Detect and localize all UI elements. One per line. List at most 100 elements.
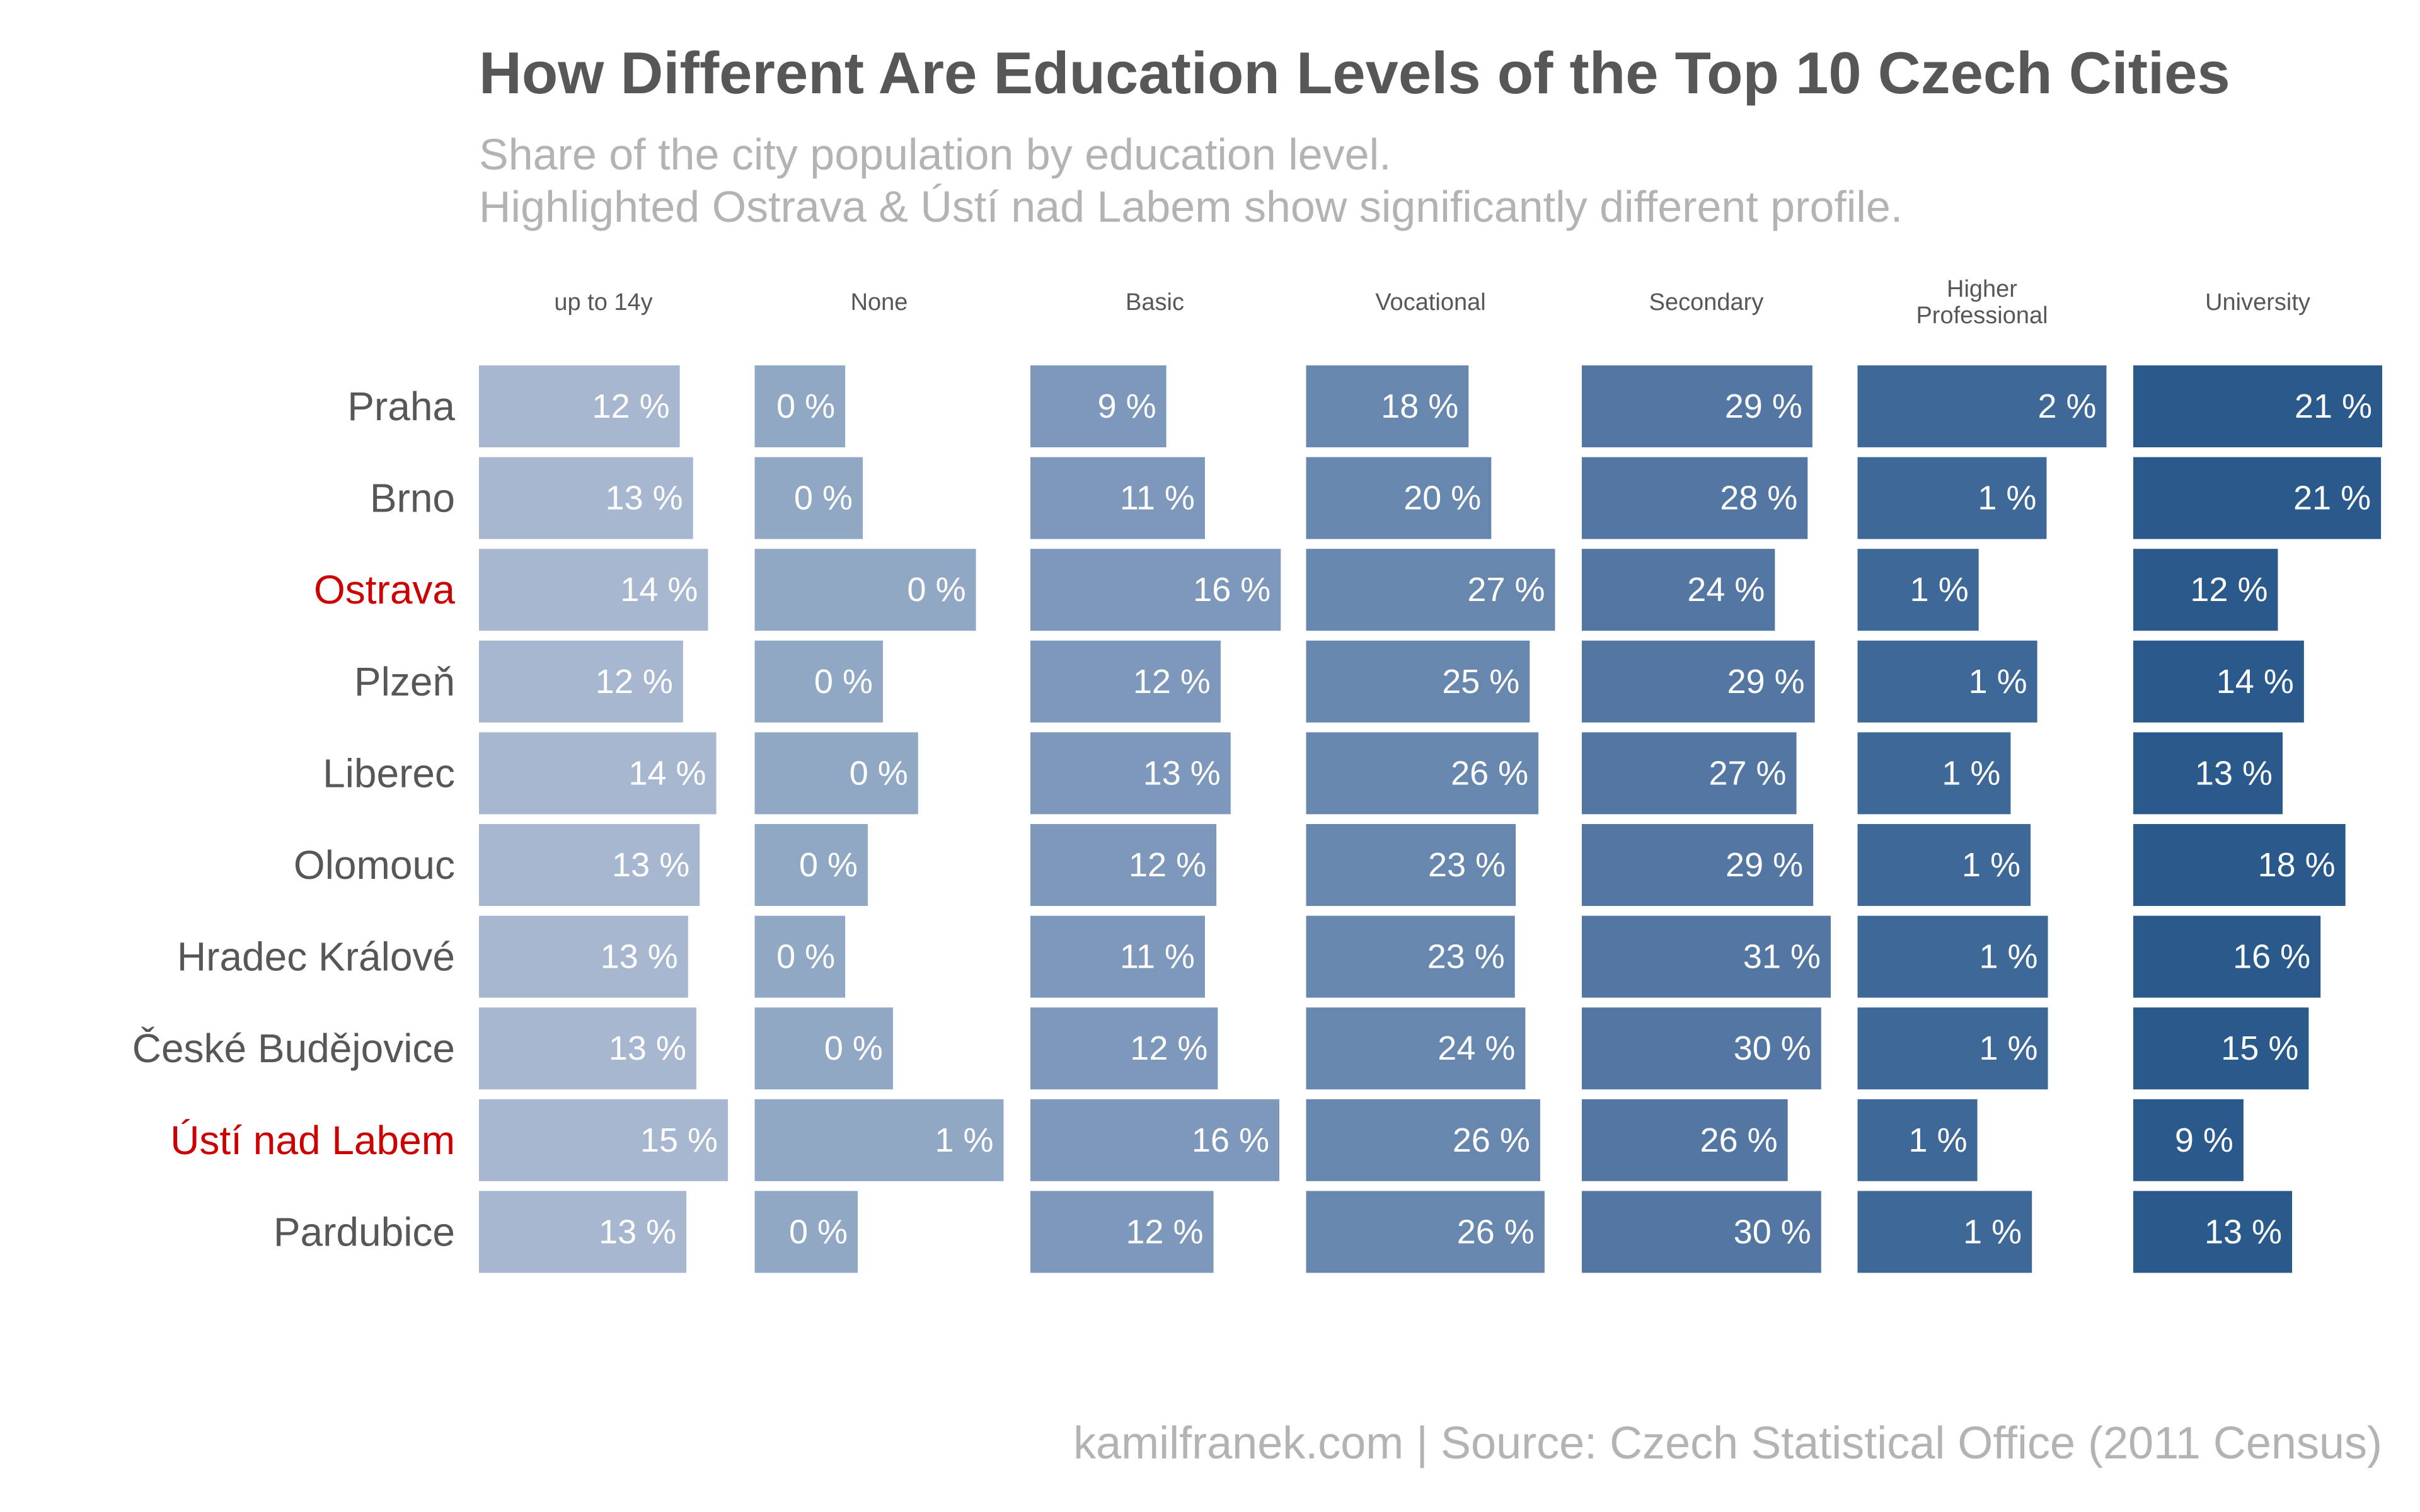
bar-vocational-brno bbox=[1306, 457, 1492, 539]
value-label-vocational-brno: 20 % bbox=[1403, 479, 1481, 517]
value-label-university-usti-nad-labem: 9 % bbox=[2175, 1121, 2233, 1159]
city-label-olomouc: Olomouc bbox=[294, 842, 455, 888]
value-label-secondary-pardubice: 30 % bbox=[1734, 1213, 1811, 1251]
value-label-basic-plzen: 12 % bbox=[1133, 663, 1211, 701]
bar-none-brno bbox=[754, 457, 863, 539]
bar-vocational-ceske-budejovice bbox=[1306, 1007, 1526, 1090]
bar-vocational-praha bbox=[1306, 365, 1469, 447]
value-label-none-brno: 0 % bbox=[794, 479, 853, 517]
value-label-basic-ceske-budejovice: 12 % bbox=[1130, 1029, 1207, 1067]
bar-none-praha bbox=[754, 365, 846, 447]
bar-secondary-ceske-budejovice bbox=[1582, 1007, 1821, 1090]
value-label-higher-professional-pardubice: 1 % bbox=[1963, 1213, 2022, 1251]
value-label-basic-olomouc: 12 % bbox=[1129, 846, 1206, 884]
value-label-higher-professional-praha: 2 % bbox=[2037, 387, 2096, 425]
bar-higher-professional-plzen bbox=[1857, 640, 2037, 723]
bar-vocational-usti-nad-labem bbox=[1306, 1099, 1540, 1181]
city-label-plzen: Plzeň bbox=[354, 659, 455, 704]
value-label-none-praha: 0 % bbox=[776, 387, 835, 425]
value-label-none-ostrava: 0 % bbox=[908, 571, 966, 609]
value-label-secondary-ostrava: 24 % bbox=[1687, 571, 1765, 609]
bar-university-hradec-kralove bbox=[2133, 915, 2321, 998]
value-label-vocational-ceske-budejovice: 24 % bbox=[1438, 1029, 1515, 1067]
bar-vocational-plzen bbox=[1306, 640, 1530, 723]
bar-up-to-14y-ceske-budejovice bbox=[479, 1007, 696, 1090]
value-label-secondary-plzen: 29 % bbox=[1727, 663, 1805, 701]
city-label-ostrava: Ostrava bbox=[314, 567, 455, 612]
value-label-none-pardubice: 0 % bbox=[789, 1213, 848, 1251]
value-label-none-ceske-budejovice: 0 % bbox=[824, 1029, 883, 1067]
city-label-hradec-kralove: Hradec Králové bbox=[177, 934, 455, 980]
bar-higher-professional-praha bbox=[1857, 365, 2107, 447]
bar-higher-professional-ceske-budejovice bbox=[1857, 1007, 2048, 1090]
bar-university-usti-nad-labem bbox=[2133, 1099, 2244, 1181]
bar-vocational-hradec-kralove bbox=[1306, 915, 1515, 998]
value-label-university-ostrava: 12 % bbox=[2190, 571, 2267, 609]
bar-none-ceske-budejovice bbox=[754, 1007, 893, 1090]
bar-none-hradec-kralove bbox=[754, 915, 846, 998]
bar-none-ostrava bbox=[754, 549, 976, 631]
bar-higher-professional-liberec bbox=[1857, 732, 2011, 815]
bar-up-to-14y-praha bbox=[479, 365, 680, 447]
value-label-vocational-usti-nad-labem: 26 % bbox=[1453, 1121, 1530, 1159]
value-label-higher-professional-plzen: 1 % bbox=[1969, 663, 2027, 701]
value-label-up-to-14y-hradec-kralove: 13 % bbox=[601, 938, 678, 976]
city-label-ceske-budejovice: České Budějovice bbox=[132, 1026, 455, 1071]
value-label-university-pardubice: 13 % bbox=[2204, 1213, 2282, 1251]
bar-basic-praha bbox=[1030, 365, 1167, 447]
bar-secondary-praha bbox=[1582, 365, 1812, 447]
value-label-higher-professional-hradec-kralove: 1 % bbox=[1979, 938, 2037, 976]
bar-higher-professional-usti-nad-labem bbox=[1857, 1099, 1978, 1181]
bar-higher-professional-hradec-kralove bbox=[1857, 915, 2048, 998]
bar-secondary-pardubice bbox=[1582, 1191, 1821, 1273]
value-label-basic-brno: 11 % bbox=[1120, 479, 1195, 517]
value-label-basic-praha: 9 % bbox=[1098, 387, 1156, 425]
value-label-up-to-14y-brno: 13 % bbox=[606, 479, 683, 517]
city-label-usti-nad-labem: Ústí nad Labem bbox=[170, 1118, 455, 1163]
value-label-vocational-liberec: 26 % bbox=[1451, 754, 1528, 792]
bar-vocational-olomouc bbox=[1306, 824, 1516, 906]
panel-header-none: None bbox=[851, 289, 908, 316]
value-label-basic-hradec-kralove: 11 % bbox=[1120, 938, 1195, 976]
value-label-university-brno: 21 % bbox=[2293, 479, 2371, 517]
value-label-higher-professional-ostrava: 1 % bbox=[1910, 571, 1969, 609]
value-label-higher-professional-brno: 1 % bbox=[1978, 479, 2036, 517]
bar-basic-ceske-budejovice bbox=[1030, 1007, 1218, 1090]
bar-basic-ostrava bbox=[1030, 549, 1281, 631]
bar-none-plzen bbox=[754, 640, 883, 723]
panel-header-vocational: Vocational bbox=[1375, 289, 1485, 316]
city-label-liberec: Liberec bbox=[323, 750, 455, 796]
value-label-vocational-praha: 18 % bbox=[1381, 387, 1458, 425]
city-label-praha: Praha bbox=[347, 384, 455, 429]
bar-secondary-hradec-kralove bbox=[1582, 915, 1831, 998]
bar-secondary-ostrava bbox=[1582, 549, 1775, 631]
bar-university-olomouc bbox=[2133, 824, 2346, 906]
bar-vocational-pardubice bbox=[1306, 1191, 1545, 1273]
bar-none-usti-nad-labem bbox=[754, 1099, 1004, 1181]
value-label-higher-professional-olomouc: 1 % bbox=[1962, 846, 2020, 884]
bar-higher-professional-brno bbox=[1857, 457, 2047, 539]
value-label-none-hradec-kralove: 0 % bbox=[776, 938, 835, 976]
bar-university-ostrava bbox=[2133, 549, 2278, 631]
value-label-secondary-olomouc: 29 % bbox=[1726, 846, 1803, 884]
bar-none-olomouc bbox=[754, 824, 868, 906]
value-label-secondary-praha: 29 % bbox=[1725, 387, 1802, 425]
value-label-vocational-olomouc: 23 % bbox=[1428, 846, 1506, 884]
panel-header-secondary: Secondary bbox=[1649, 289, 1764, 316]
bar-basic-brno bbox=[1030, 457, 1205, 539]
value-label-none-plzen: 0 % bbox=[814, 663, 873, 701]
bar-higher-professional-ostrava bbox=[1857, 549, 1979, 631]
bar-basic-hradec-kralove bbox=[1030, 915, 1205, 998]
city-label-pardubice: Pardubice bbox=[274, 1209, 455, 1254]
value-label-university-olomouc: 18 % bbox=[2258, 846, 2336, 884]
value-label-up-to-14y-ostrava: 14 % bbox=[620, 571, 698, 609]
value-label-basic-usti-nad-labem: 16 % bbox=[1192, 1121, 1269, 1159]
value-label-higher-professional-usti-nad-labem: 1 % bbox=[1909, 1121, 1968, 1159]
bar-secondary-liberec bbox=[1582, 732, 1797, 815]
value-label-vocational-ostrava: 27 % bbox=[1467, 571, 1545, 609]
bar-university-praha bbox=[2133, 365, 2382, 447]
value-label-none-usti-nad-labem: 1 % bbox=[935, 1121, 993, 1159]
bar-up-to-14y-usti-nad-labem bbox=[479, 1099, 728, 1181]
bar-up-to-14y-ostrava bbox=[479, 549, 708, 631]
value-label-university-ceske-budejovice: 15 % bbox=[2221, 1029, 2298, 1067]
